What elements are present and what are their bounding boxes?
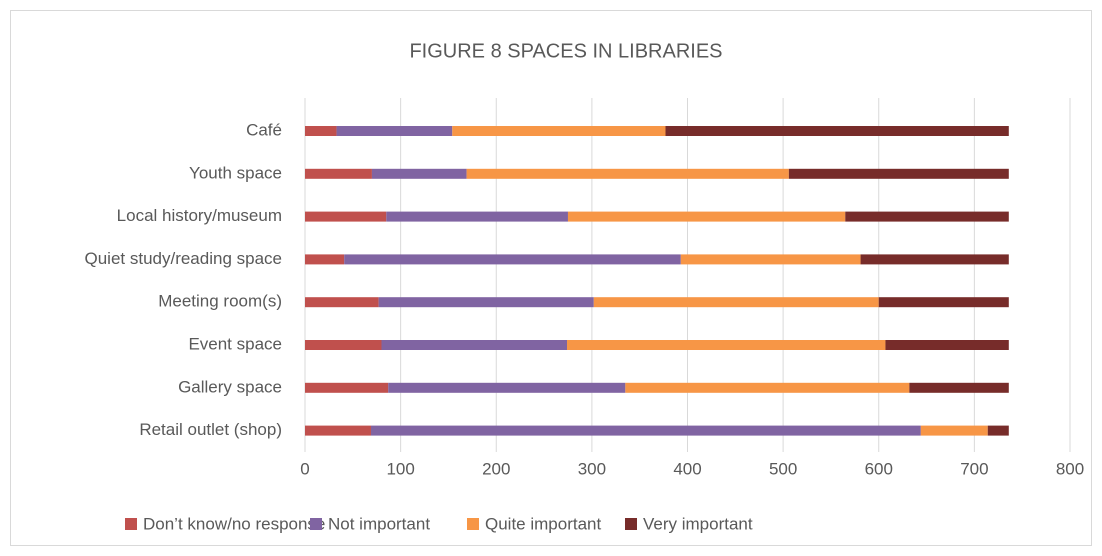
bar-segment [305,254,345,265]
y-tick-label: Meeting room(s) [158,292,282,311]
bar-segment [370,425,921,436]
bar-segment [305,168,372,179]
bar-segment [305,126,337,136]
bar-segment [680,254,861,265]
legend-label: Quite important [485,514,601,533]
y-tick-label: Retail outlet (shop) [139,420,282,439]
chart-title: FIGURE 8 SPACES IN LIBRARIES [409,40,722,62]
y-tick-label: Local history/museum [117,206,282,225]
bar-segment [567,340,886,350]
x-tick-label: 200 [482,459,510,478]
bar-segment [381,340,568,350]
legend-label: Very important [643,514,753,533]
bar-segment [860,254,1009,265]
bar-segment [371,168,467,179]
bar-segment [885,340,1009,350]
bar-segment [567,211,846,222]
legend-swatch [310,518,322,530]
bar-segment [878,297,1009,308]
x-tick-label: 700 [960,459,988,478]
chart-border [10,10,1092,546]
legend-label: Not important [328,514,430,533]
x-tick-label: 400 [673,459,701,478]
bar-segment [305,297,379,308]
legend-label: Don’t know/no response [143,514,325,533]
x-tick-label: 300 [578,459,606,478]
y-tick-label: Café [246,120,282,139]
bar-segment [305,340,382,350]
bar-segment [386,211,568,222]
x-tick-label: 600 [865,459,893,478]
x-tick-label: 100 [386,459,414,478]
y-tick-label: Event space [188,334,282,353]
legend-swatch [625,518,637,530]
legend-swatch [125,518,137,530]
bar-segment [909,382,1009,393]
bar-segment [378,297,594,308]
y-tick-label: Gallery space [178,377,282,396]
y-tick-label: Youth space [189,163,282,182]
x-tick-label: 500 [769,459,797,478]
bar-segment [920,425,988,436]
bar-segment [452,126,666,136]
bar-segment [987,425,1009,436]
bar-segment [305,425,371,436]
x-tick-label: 0 [300,459,309,478]
bar-segment [845,211,1009,222]
bar-segment [625,382,910,393]
bar-segment [593,297,879,308]
legend-swatch [467,518,479,530]
bar-segment [344,254,681,265]
bar-segment [788,168,1009,179]
bar-segment [305,382,389,393]
x-tick-label: 800 [1056,459,1084,478]
bar-segment [336,126,453,136]
bar-segment [305,211,387,222]
y-tick-label: Quiet study/reading space [84,249,282,268]
bar-segment [665,126,1009,136]
bar-segment [466,168,789,179]
bar-segment [388,382,626,393]
